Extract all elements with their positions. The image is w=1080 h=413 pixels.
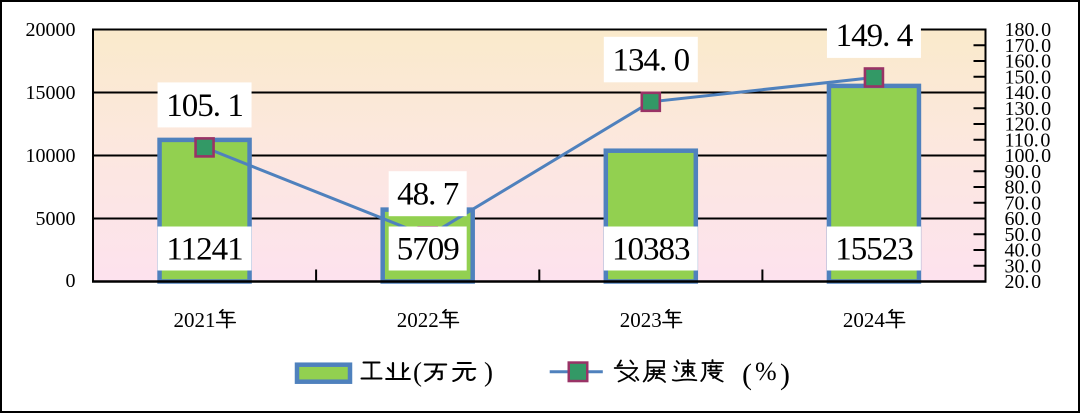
svg-text:160. 0: 160. 0 xyxy=(1005,51,1052,73)
svg-text:2024: 2024 xyxy=(843,308,886,332)
svg-text:100. 0: 100. 0 xyxy=(1005,145,1052,167)
svg-text:140. 0: 140. 0 xyxy=(1005,82,1052,104)
svg-text:10000: 10000 xyxy=(26,145,76,167)
svg-text:150. 0: 150. 0 xyxy=(1005,66,1052,88)
svg-text:2021: 2021 xyxy=(174,308,216,332)
svg-text:105. 1: 105. 1 xyxy=(166,88,243,124)
svg-text:): ) xyxy=(484,357,493,387)
svg-text:%: % xyxy=(755,357,777,386)
svg-text:60. 0: 60. 0 xyxy=(1005,208,1042,230)
svg-text:80. 0: 80. 0 xyxy=(1005,177,1042,199)
svg-text:134. 0: 134. 0 xyxy=(612,42,689,78)
svg-text:180. 0: 180. 0 xyxy=(1005,19,1052,41)
svg-text:50. 0: 50. 0 xyxy=(1005,224,1042,246)
svg-text:90. 0: 90. 0 xyxy=(1005,161,1042,183)
svg-text:(: ( xyxy=(413,357,422,387)
svg-text:2023: 2023 xyxy=(620,308,662,332)
svg-text:(: ( xyxy=(742,358,752,391)
svg-text:15523: 15523 xyxy=(835,232,913,268)
svg-text:48. 7: 48. 7 xyxy=(397,177,459,213)
svg-text:20. 0: 20. 0 xyxy=(1005,271,1042,293)
svg-text:120. 0: 120. 0 xyxy=(1005,114,1052,136)
svg-text:): ) xyxy=(780,358,790,391)
svg-text:5000: 5000 xyxy=(36,208,76,230)
svg-text:70. 0: 70. 0 xyxy=(1005,192,1042,214)
svg-text:149. 4: 149. 4 xyxy=(836,18,913,54)
svg-text:110. 0: 110. 0 xyxy=(1005,129,1051,151)
svg-text:10383: 10383 xyxy=(612,232,690,268)
svg-text:40. 0: 40. 0 xyxy=(1005,240,1042,262)
svg-text:2022: 2022 xyxy=(397,308,439,332)
svg-text:11241: 11241 xyxy=(166,232,242,268)
svg-text:0: 0 xyxy=(66,270,76,292)
svg-text:130. 0: 130. 0 xyxy=(1005,98,1052,120)
svg-text:15000: 15000 xyxy=(26,82,76,104)
svg-text:20000: 20000 xyxy=(26,19,76,41)
svg-text:5709: 5709 xyxy=(397,232,460,268)
svg-text:170. 0: 170. 0 xyxy=(1005,35,1052,57)
svg-text:30. 0: 30. 0 xyxy=(1005,255,1042,277)
